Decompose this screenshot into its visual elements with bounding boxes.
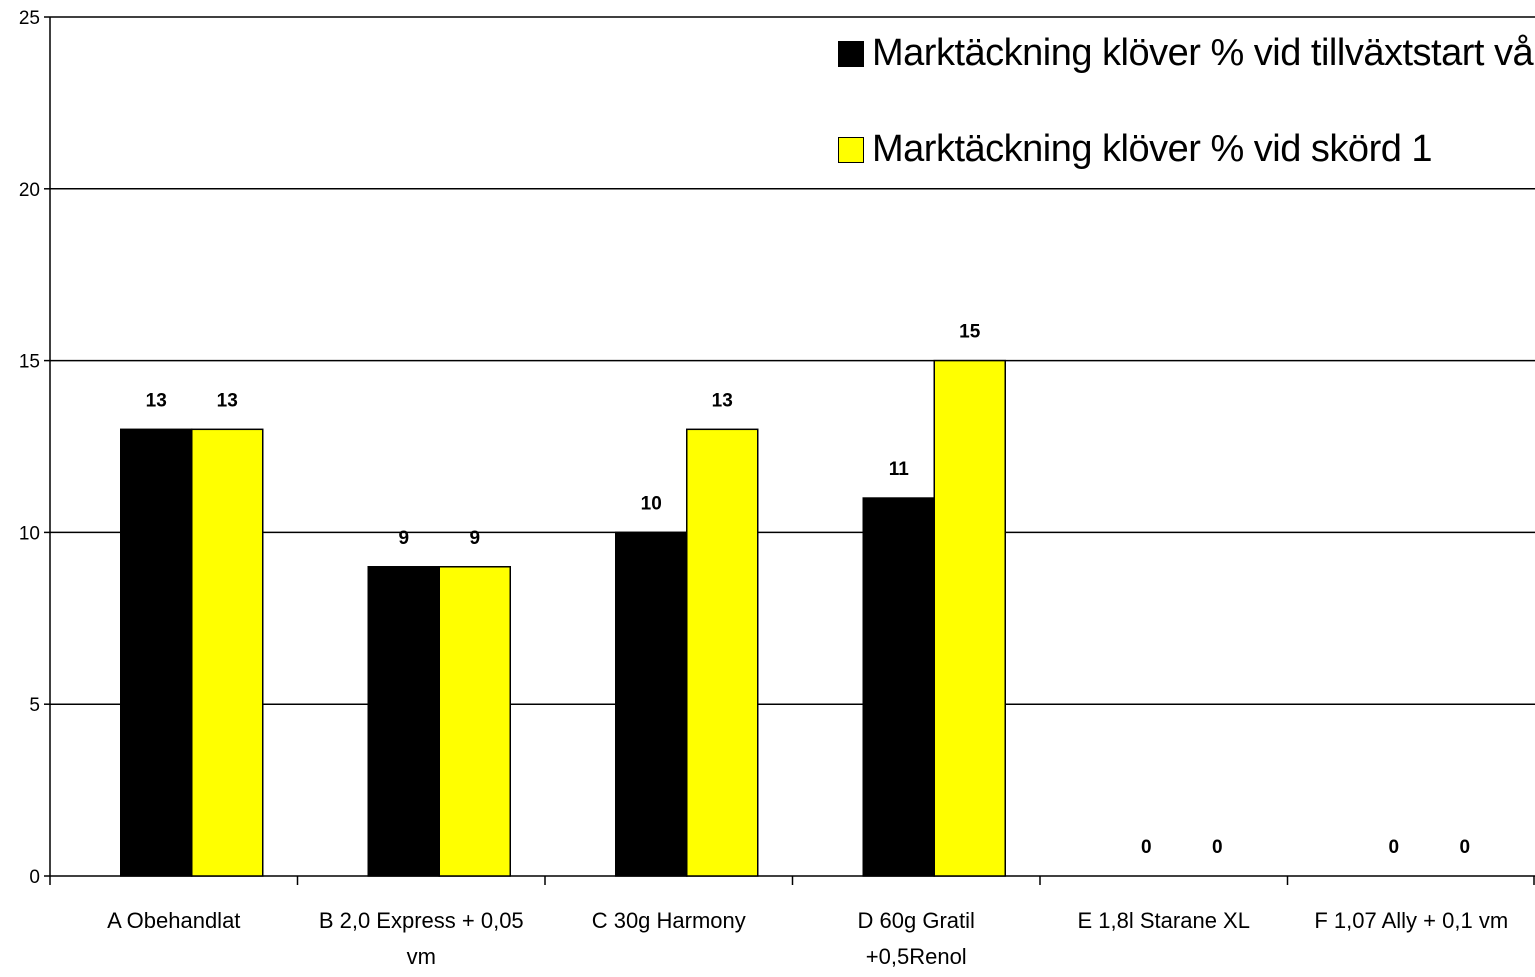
y-tick-label: 25 <box>19 8 40 29</box>
data-label-series-1: 13 <box>146 390 167 411</box>
legend-item-series-1: Marktäckning klöver % vid tillväxtstart … <box>838 32 1535 75</box>
legend-label-series-2: Marktäckning klöver % vid skörd 1 <box>872 128 1433 170</box>
x-category-label: E 1,8l Starane XL <box>1078 908 1250 933</box>
legend-label-series-1: Marktäckning klöver % vid tillväxtstart … <box>872 32 1535 74</box>
data-label-series-2: 13 <box>712 390 733 411</box>
legend-swatch-yellow-icon <box>838 136 864 163</box>
data-label-series-2: 9 <box>469 528 480 549</box>
x-category-label: F 1,07 Ally + 0,1 vm <box>1314 908 1508 933</box>
data-label-series-2: 13 <box>217 390 238 411</box>
data-label-series-2: 0 <box>1212 837 1223 858</box>
bars <box>120 359 1006 877</box>
x-category-label: +0,5Renol <box>866 944 967 969</box>
x-category-label: D 60g Gratil <box>858 908 975 933</box>
bar-series-1 <box>367 566 440 877</box>
gridlines <box>50 16 1535 705</box>
y-tick-label: 15 <box>19 352 40 373</box>
y-tick-label: 5 <box>29 695 40 716</box>
y-tick-label: 0 <box>29 867 40 888</box>
legend: Marktäckning klöver % vid tillväxtstart … <box>800 18 1535 188</box>
y-tick-label: 10 <box>19 523 40 544</box>
x-category-label: A Obehandlat <box>107 908 240 933</box>
axes: 0 5 10 15 20 25 A Obehandlat B 2,0 Express + 0,… <box>19 8 1535 969</box>
data-label-series-1: 10 <box>641 493 662 514</box>
bar-series-2 <box>191 428 264 877</box>
bar-series-2 <box>438 566 511 877</box>
x-category-label: vm <box>407 944 436 969</box>
bar-series-2 <box>686 428 759 877</box>
legend-item-series-2: Marktäckning klöver % vid skörd 1 <box>838 128 1433 171</box>
x-category-label: B 2,0 Express + 0,05 <box>319 908 524 933</box>
data-labels: 13 9 10 11 0 0 13 9 13 15 0 0 <box>146 322 1470 858</box>
legend-swatch-black-icon <box>838 40 864 67</box>
y-tick-label: 20 <box>19 180 40 201</box>
bar-series-1 <box>615 531 688 877</box>
bar-series-1 <box>120 428 193 877</box>
data-label-series-1: 11 <box>889 459 910 480</box>
x-category-label: C 30g Harmony <box>592 908 746 933</box>
data-label-series-1: 0 <box>1388 837 1399 858</box>
data-label-series-2: 15 <box>959 322 981 343</box>
bar-series-1 <box>862 497 935 877</box>
data-label-series-1: 9 <box>398 528 409 549</box>
bar-series-2 <box>933 359 1006 877</box>
data-label-series-1: 0 <box>1141 837 1152 858</box>
data-label-series-2: 0 <box>1459 837 1470 858</box>
